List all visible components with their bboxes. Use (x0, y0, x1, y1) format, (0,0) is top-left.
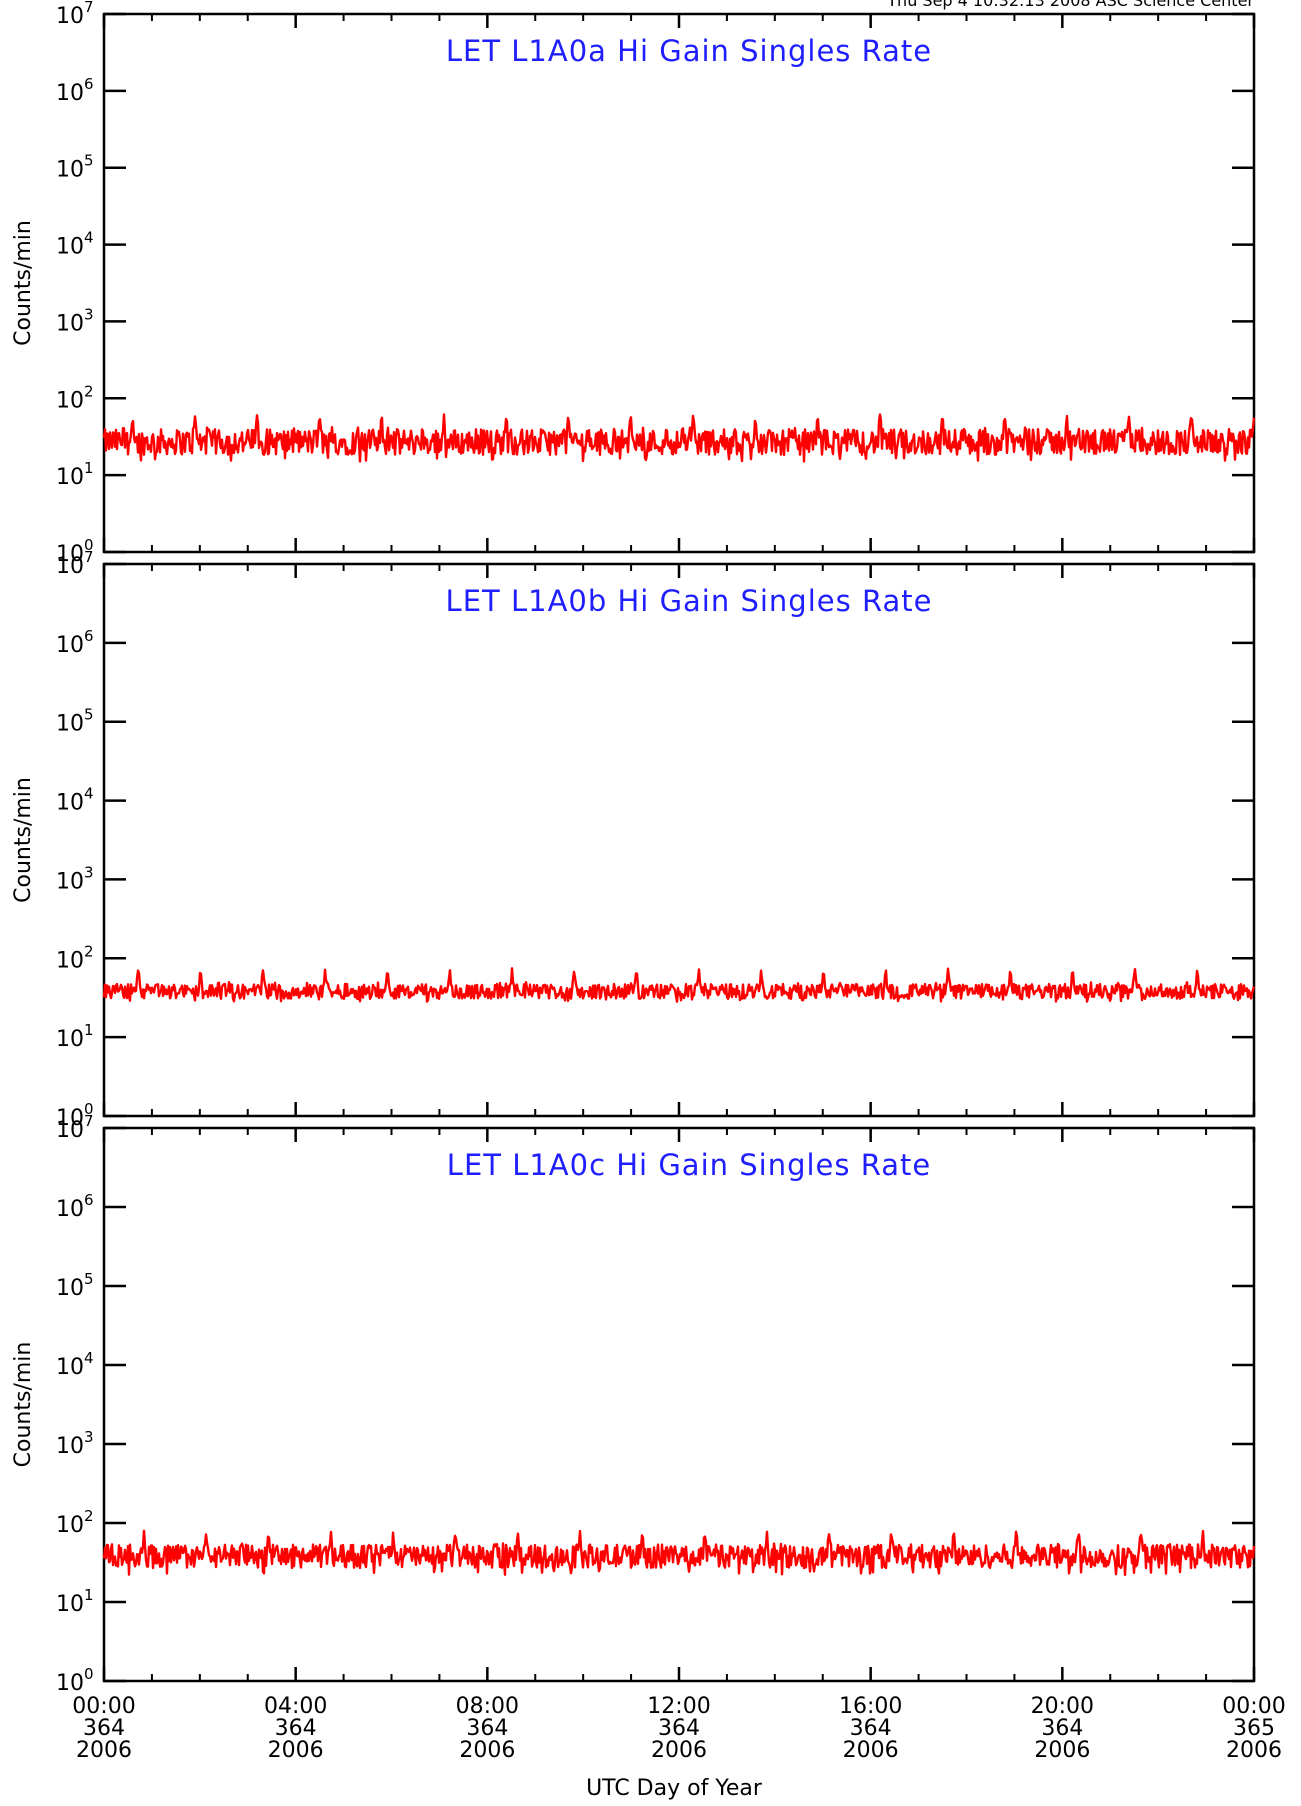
plot-frame (102, 1126, 1256, 1683)
y-axis-title: Counts/min (11, 777, 36, 903)
x-tick-time: 00:00 (72, 1694, 135, 1719)
chart-panel-3: 100 101 102 103 104 105 106 107 Counts/min LET L1… (11, 1112, 1256, 1696)
y-tick-label: 105 (56, 706, 94, 737)
y-tick-label: 107 (56, 0, 94, 29)
series-line (102, 413, 1256, 463)
y-tick-label: 107 (56, 548, 94, 579)
plot-frame (102, 12, 1256, 554)
y-tick-label: 106 (56, 1191, 94, 1222)
x-tick-doy: 364 (275, 1716, 317, 1741)
x-tick-year: 2006 (1226, 1738, 1282, 1763)
x-tick-doy: 364 (466, 1716, 508, 1741)
plot-frame (102, 562, 1256, 1118)
x-tick-doy: 364 (850, 1716, 892, 1741)
series-line (102, 967, 1256, 1003)
y-tick-label: 105 (56, 1270, 94, 1301)
y-tick-label: 106 (56, 75, 94, 106)
y-tick-label: 102 (56, 942, 94, 973)
x-tick-doy: 364 (658, 1716, 700, 1741)
x-tick-time: 20:00 (1031, 1694, 1094, 1719)
y-tick-label: 102 (56, 382, 94, 413)
panel-title: LET L1A0a Hi Gain Singles Rate (446, 34, 932, 68)
x-tick-time: 04:00 (264, 1694, 327, 1719)
timestamp-header: Thu Sep 4 10:32:13 2008 ASC Science Cent… (886, 0, 1254, 10)
x-tick-doy: 364 (1041, 1716, 1083, 1741)
y-axis-title: Counts/min (11, 220, 36, 346)
series-line (102, 1529, 1256, 1577)
y-tick-label: 105 (56, 152, 94, 183)
y-tick-label: 104 (56, 1349, 94, 1380)
y-tick-label: 107 (56, 1112, 94, 1143)
y-tick-label: 101 (56, 459, 94, 490)
x-tick-year: 2006 (459, 1738, 515, 1763)
chart-panel-2: 100 101 102 103 104 105 106 107 Counts/min LET L1… (11, 548, 1256, 1131)
x-tick-time: 12:00 (647, 1694, 710, 1719)
x-tick-year: 2006 (76, 1738, 132, 1763)
y-tick-label: 103 (56, 863, 94, 894)
y-tick-label: 104 (56, 229, 94, 260)
y-tick-label: 102 (56, 1507, 94, 1538)
panel-title: LET L1A0c Hi Gain Singles Rate (447, 1148, 931, 1182)
x-tick-year: 2006 (268, 1738, 324, 1763)
x-tick-year: 2006 (651, 1738, 707, 1763)
x-axis-title: UTC Day of Year (586, 1776, 763, 1801)
x-tick-time: 00:00 (1222, 1694, 1285, 1719)
chart-panel-1: 100 101 102 103 104 105 106 107 Counts/min LET L1… (11, 0, 1256, 567)
y-axis-title: Counts/min (11, 1342, 36, 1468)
x-tick-year: 2006 (1034, 1738, 1090, 1763)
y-tick-label: 101 (56, 1586, 94, 1617)
y-tick-label: 103 (56, 1428, 94, 1459)
x-tick-time: 16:00 (839, 1694, 902, 1719)
y-tick-label: 106 (56, 627, 94, 658)
y-tick-label: 100 (56, 536, 94, 567)
y-tick-label: 100 (56, 1665, 94, 1696)
panel-title: LET L1A0b Hi Gain Singles Rate (446, 584, 933, 618)
x-tick-year: 2006 (843, 1738, 899, 1763)
x-tick-doy: 365 (1233, 1716, 1275, 1741)
x-tick-doy: 364 (83, 1716, 125, 1741)
y-tick-label: 101 (56, 1021, 94, 1052)
x-tick-time: 08:00 (456, 1694, 519, 1719)
y-tick-label: 100 (56, 1100, 94, 1131)
y-tick-label: 103 (56, 305, 94, 336)
y-tick-label: 104 (56, 785, 94, 816)
